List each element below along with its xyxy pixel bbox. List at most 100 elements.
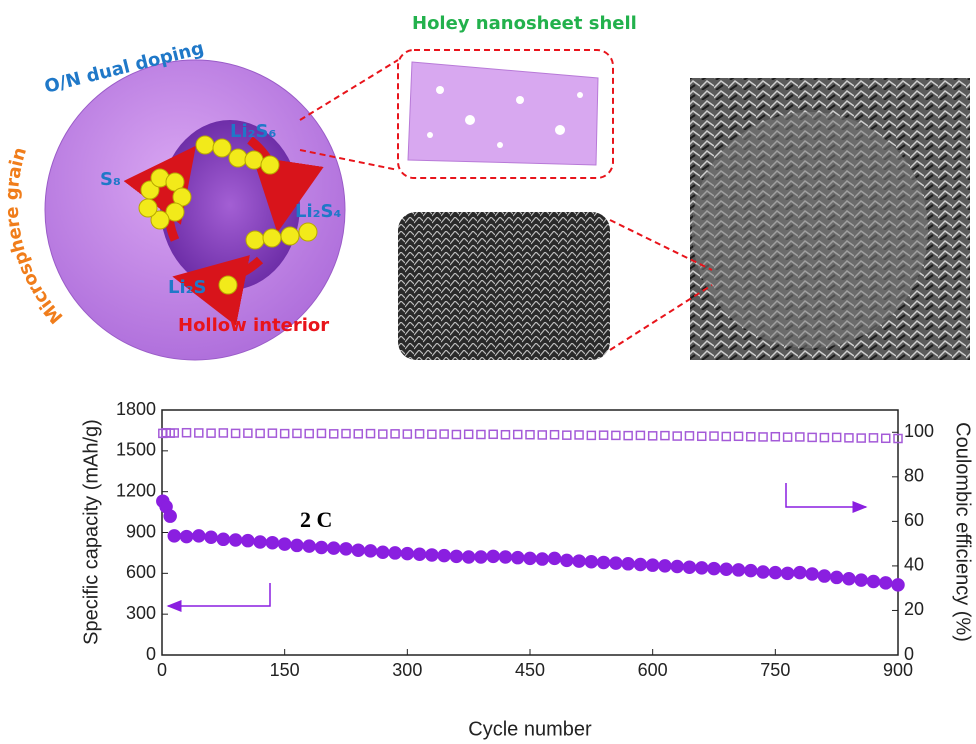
capacity-point <box>572 554 586 568</box>
efficiency-point <box>880 433 891 444</box>
capacity-point <box>547 551 562 566</box>
capacity-point <box>854 573 868 587</box>
efficiency-point <box>206 428 216 438</box>
efficiency-point <box>721 431 732 442</box>
capacity-point <box>584 555 599 569</box>
efficiency-point <box>476 429 486 440</box>
efficiency-point <box>562 430 572 440</box>
efficiency-point <box>770 431 781 442</box>
efficiency-point <box>328 429 339 439</box>
y-tick-label: 1200 <box>116 480 156 500</box>
efficiency-point <box>230 428 241 439</box>
capacity-point <box>866 574 881 589</box>
efficiency-point <box>525 429 535 440</box>
capacity-point <box>179 529 194 544</box>
capacity-point <box>891 578 905 592</box>
capacity-point <box>265 535 280 550</box>
efficiency-point <box>243 428 253 438</box>
efficiency-point <box>733 431 744 442</box>
capacity-point <box>388 546 402 560</box>
y2-tick-label: 20 <box>904 599 924 619</box>
y-tick-label: 300 <box>126 603 156 623</box>
capacity-point <box>817 569 832 583</box>
efficiency-point <box>672 431 682 441</box>
sulfur-atoms <box>138 135 318 295</box>
efficiency-point <box>586 430 597 441</box>
efficiency-point <box>463 429 474 440</box>
efficiency-point <box>856 433 866 443</box>
capacity-point <box>163 509 177 523</box>
capacity-point <box>486 549 500 564</box>
efficiency-point <box>868 433 879 443</box>
efficiency-point <box>746 431 756 442</box>
efficiency-point <box>807 432 817 443</box>
efficiency-point <box>549 429 560 440</box>
efficiency-point <box>194 428 204 438</box>
capacity-point <box>707 561 721 576</box>
efficiency-point <box>390 429 400 439</box>
x-tick-label: 600 <box>638 660 668 680</box>
capacity-point <box>326 541 341 555</box>
species-label: Li₂S <box>168 277 207 298</box>
efficiency-point <box>696 431 707 442</box>
capacity-point <box>192 529 206 543</box>
x-tick-label: 450 <box>515 660 545 680</box>
x-tick-label: 900 <box>883 660 913 680</box>
x-tick-label: 0 <box>157 660 167 680</box>
efficiency-point <box>709 431 719 441</box>
capacity-point <box>290 538 304 553</box>
efficiency-point <box>255 428 265 439</box>
efficiency-point <box>537 430 548 440</box>
y-tick-label: 1500 <box>116 440 156 460</box>
efficiency-point <box>844 433 854 443</box>
efficiency-point <box>427 429 437 440</box>
efficiency-point <box>279 428 290 439</box>
efficiency-point <box>488 429 498 440</box>
efficiency-point <box>169 428 180 438</box>
efficiency-point <box>512 429 523 440</box>
plot-frame <box>161 409 899 656</box>
y2-tick-label: 80 <box>904 466 924 486</box>
efficiency-point <box>316 428 327 439</box>
efficiency-point <box>353 429 364 439</box>
capacity-point <box>461 550 476 564</box>
capacity-point <box>633 557 648 572</box>
capacity-point <box>744 563 758 578</box>
capacity-point <box>167 529 182 543</box>
capacity-point <box>829 570 844 585</box>
y2-tick-label: 100 <box>904 421 934 441</box>
y-tick-label: 600 <box>126 562 156 582</box>
efficiency-point <box>402 429 413 439</box>
species-label: Li₂S₆ <box>230 121 276 142</box>
capacity-point <box>277 537 292 551</box>
capacity-point <box>523 551 537 566</box>
efficiency-point <box>414 429 425 439</box>
y2-axis-label: Coulombic efficiency (%) <box>952 422 974 642</box>
efficiency-point <box>660 430 670 441</box>
annotation: 2 C <box>300 507 332 532</box>
y-tick-label: 1800 <box>116 399 156 419</box>
y-axis-label: Specific capacity (mAh/g) <box>80 419 102 645</box>
capacity-point <box>449 549 464 564</box>
y-tick-label: 0 <box>146 644 156 664</box>
efficiency-point <box>439 429 449 439</box>
y2-tick-label: 0 <box>904 644 914 664</box>
capacity-point <box>339 542 353 556</box>
efficiency-point <box>598 430 609 440</box>
capacity-point <box>351 543 366 557</box>
capacity-point <box>609 556 623 570</box>
efficiency-point <box>181 427 192 438</box>
x-tick-label: 300 <box>392 660 422 680</box>
capacity-point <box>437 548 451 563</box>
capacity-point <box>412 547 427 562</box>
illustration: Li₂S₆ S₈ Li₂S₄ Li₂S Hollow interior O/N … <box>2 13 970 361</box>
capacity-point <box>228 533 243 547</box>
y2-tick-label: 40 <box>904 555 924 575</box>
capacity-point <box>645 558 660 572</box>
efficiency-point <box>451 429 462 440</box>
efficiency-point <box>684 431 695 441</box>
axis-arrow <box>166 583 271 612</box>
capacity-point <box>878 576 893 590</box>
capacity-point <box>241 533 255 548</box>
efficiency-point <box>831 432 842 443</box>
